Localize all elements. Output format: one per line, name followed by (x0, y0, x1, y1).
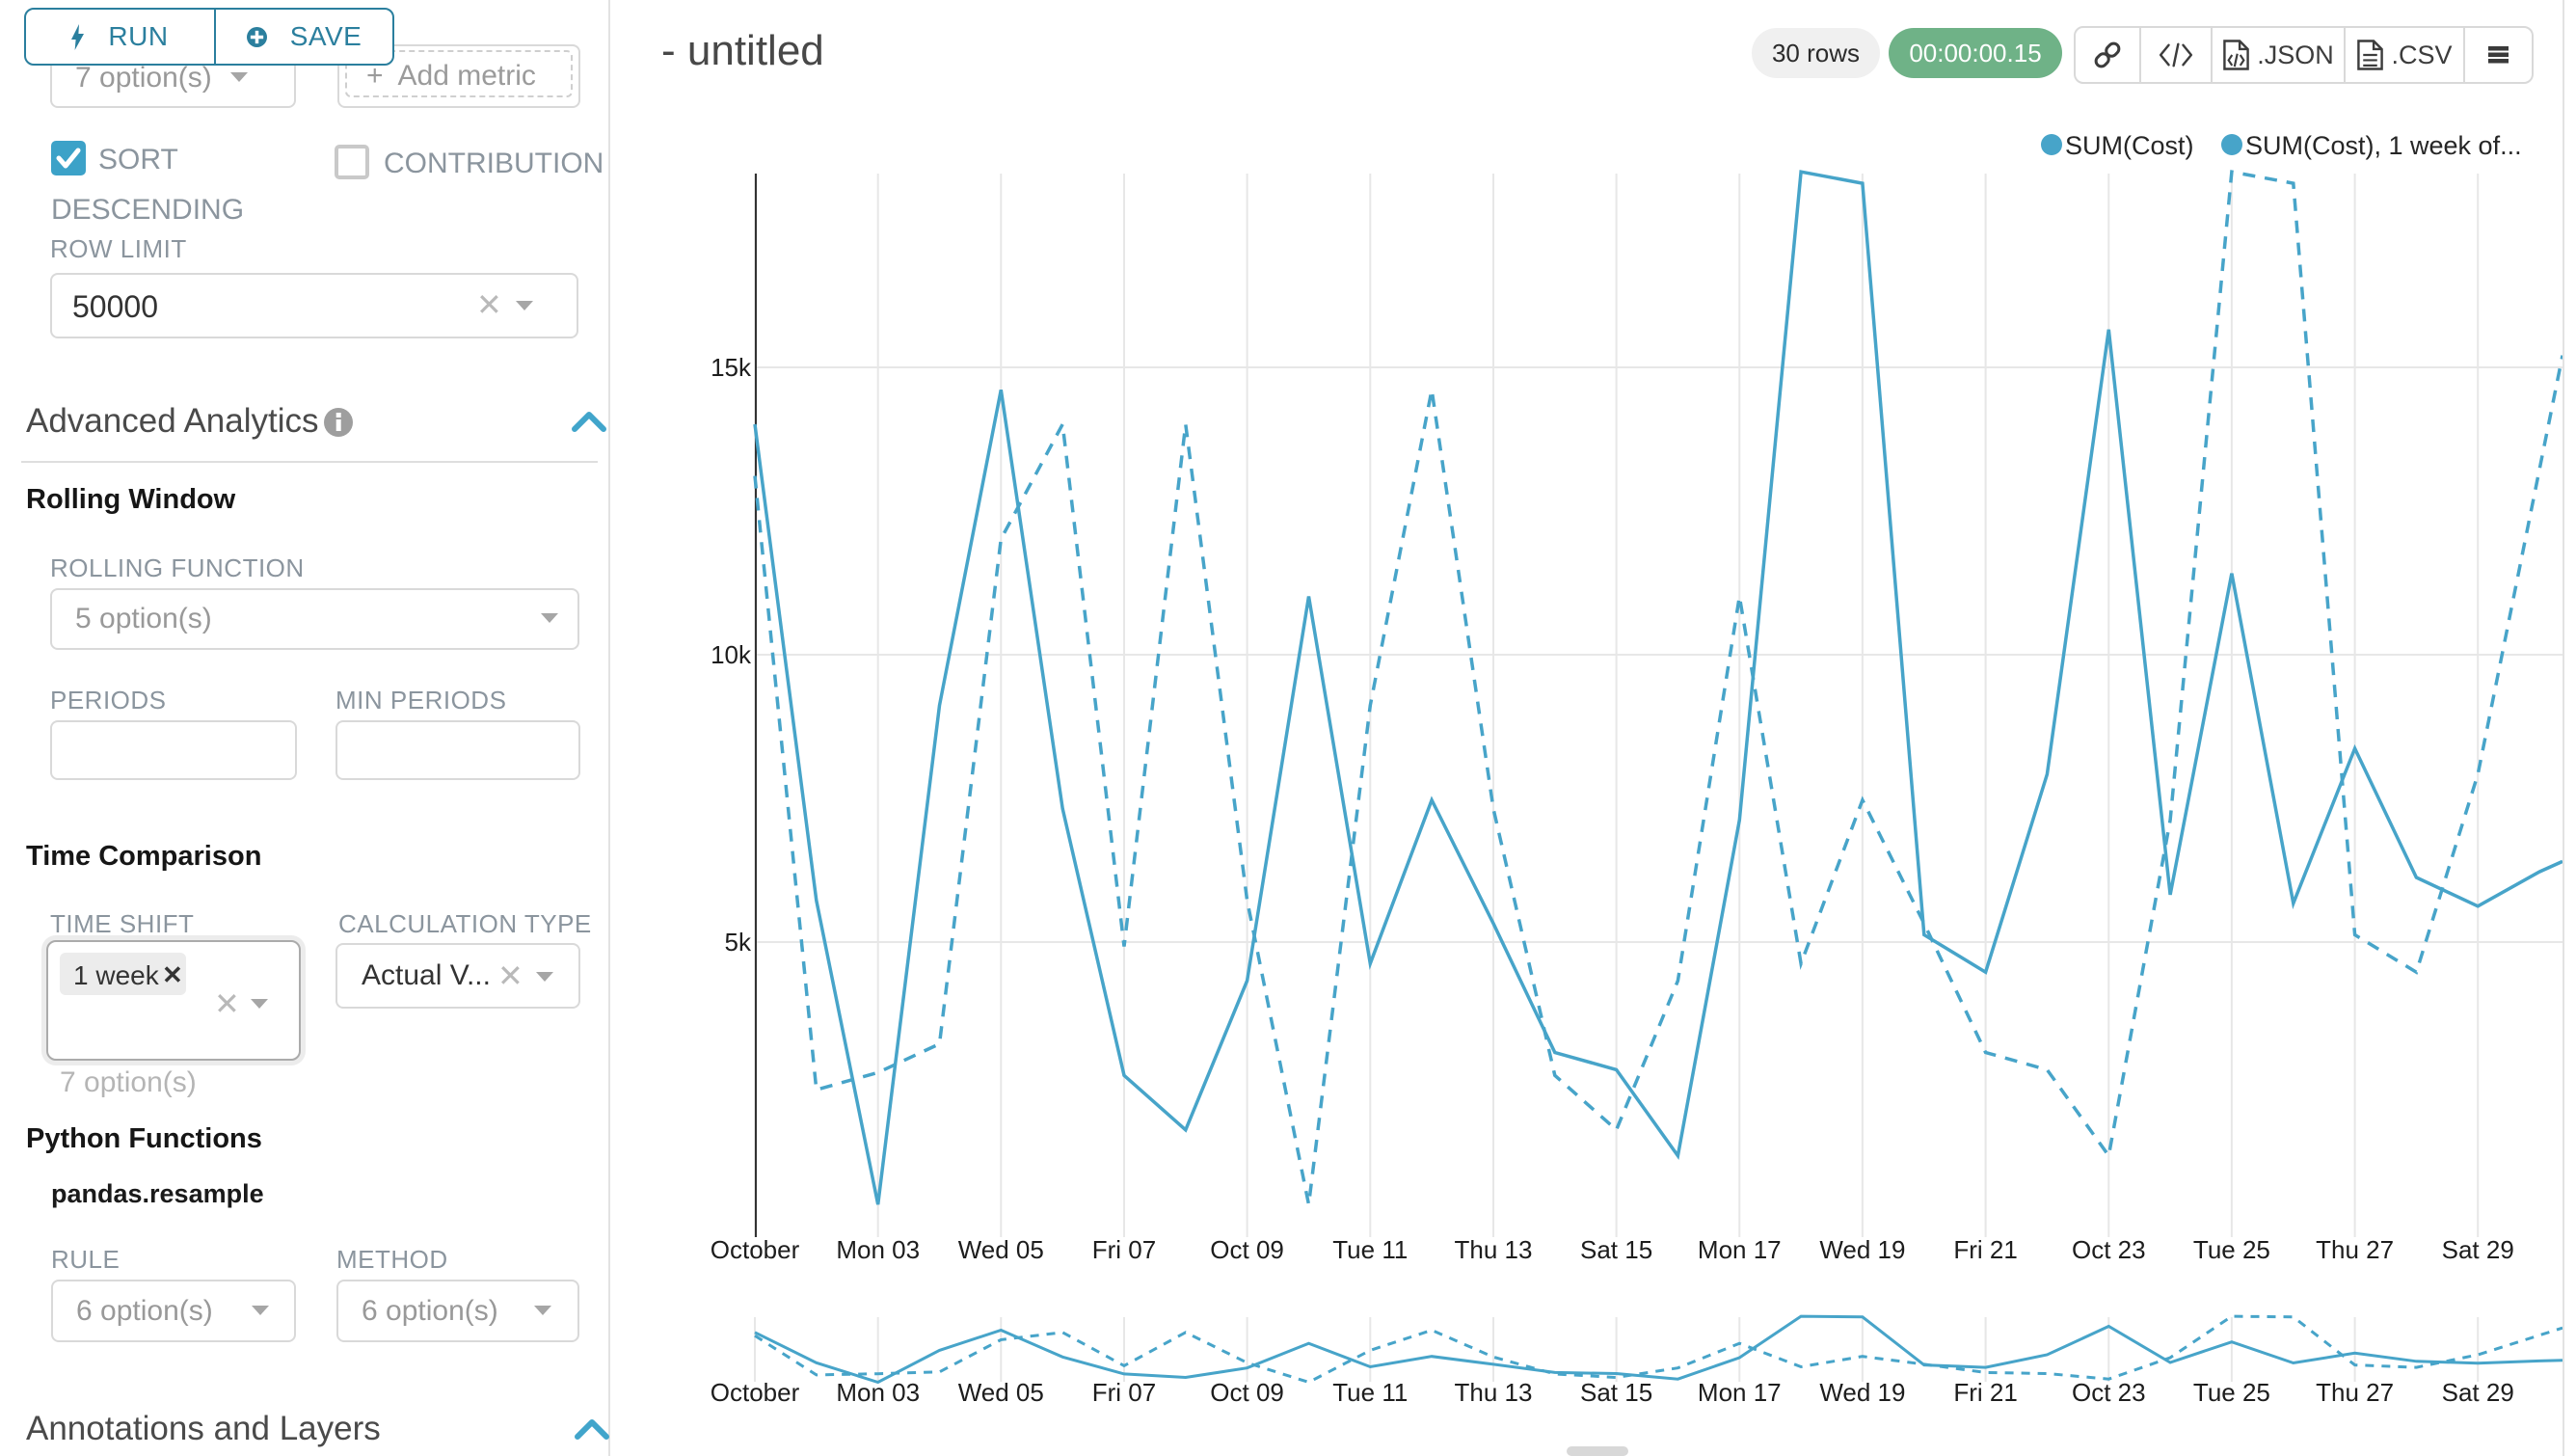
svg-text:5k: 5k (725, 928, 752, 957)
svg-text:Sat 15: Sat 15 (1580, 1378, 1652, 1407)
svg-text:Wed 19: Wed 19 (1819, 1235, 1905, 1264)
svg-text:Mon 17: Mon 17 (1698, 1235, 1782, 1264)
svg-text:Oct 23: Oct 23 (2072, 1235, 2146, 1264)
svg-text:Oct 23: Oct 23 (2072, 1378, 2146, 1407)
svg-text:Fri 07: Fri 07 (1092, 1235, 1156, 1264)
svg-text:Sat 29: Sat 29 (2442, 1378, 2514, 1407)
svg-text:Sat 15: Sat 15 (1580, 1235, 1652, 1264)
svg-text:Wed 05: Wed 05 (958, 1235, 1044, 1264)
svg-text:Mon 03: Mon 03 (836, 1378, 920, 1407)
svg-text:Tue 25: Tue 25 (2193, 1235, 2270, 1264)
svg-text:Thu 27: Thu 27 (2316, 1235, 2394, 1264)
svg-text:Mon 17: Mon 17 (1698, 1378, 1782, 1407)
svg-text:Fri 21: Fri 21 (1953, 1378, 2017, 1407)
svg-text:Tue 11: Tue 11 (1332, 1378, 1408, 1407)
svg-text:Sat 29: Sat 29 (2442, 1235, 2514, 1264)
svg-text:Mon 03: Mon 03 (836, 1235, 920, 1264)
svg-text:Tue 11: Tue 11 (1332, 1235, 1408, 1264)
svg-text:Oct 09: Oct 09 (1210, 1235, 1284, 1264)
svg-text:Oct 09: Oct 09 (1210, 1378, 1284, 1407)
svg-text:Wed 19: Wed 19 (1819, 1378, 1905, 1407)
svg-text:Tue 25: Tue 25 (2193, 1378, 2270, 1407)
svg-text:Wed 05: Wed 05 (958, 1378, 1044, 1407)
svg-text:10k: 10k (711, 640, 752, 669)
svg-text:October: October (711, 1235, 800, 1264)
svg-text:Fri 21: Fri 21 (1953, 1235, 2017, 1264)
svg-text:Fri 07: Fri 07 (1092, 1378, 1156, 1407)
svg-text:Thu 27: Thu 27 (2316, 1378, 2394, 1407)
svg-text:Thu 13: Thu 13 (1455, 1235, 1533, 1264)
svg-text:Thu 13: Thu 13 (1455, 1378, 1533, 1407)
svg-text:October: October (711, 1378, 800, 1407)
svg-text:15k: 15k (711, 353, 752, 382)
